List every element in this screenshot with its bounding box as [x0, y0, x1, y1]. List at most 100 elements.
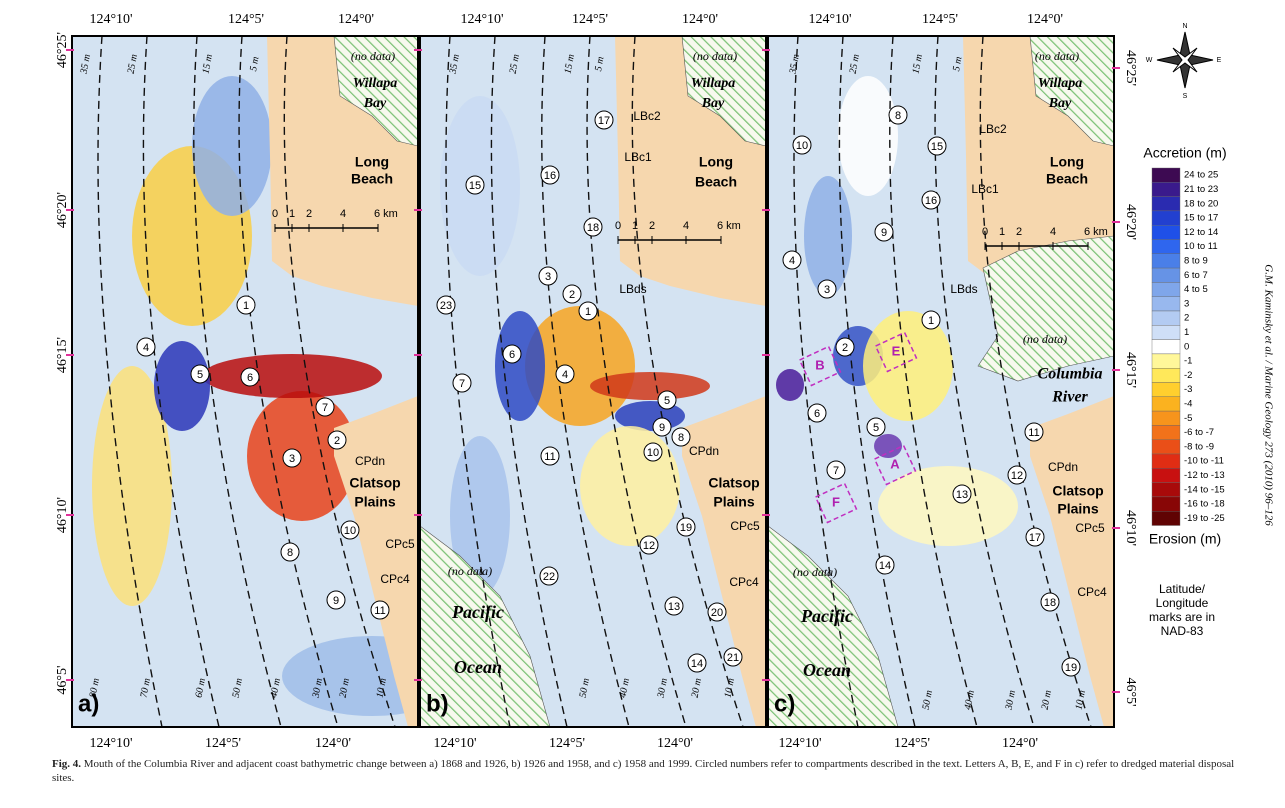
legend-swatch	[1151, 325, 1181, 340]
depth-label: 25 m	[848, 53, 862, 74]
compartment-marker	[555, 364, 575, 384]
legend-swatch	[1151, 368, 1181, 383]
compartment-marker	[921, 310, 941, 330]
legend-swatch	[1151, 382, 1181, 398]
compass-rose	[1172, 47, 1198, 73]
scale-label: 2	[306, 208, 312, 220]
legend-label: 1	[1184, 327, 1189, 338]
no-data-sw	[768, 525, 899, 727]
compartment-marker	[1040, 592, 1060, 612]
depth-label: 15 m	[201, 53, 215, 74]
place-label: CPdn	[689, 444, 719, 458]
depth-contour	[238, 36, 339, 727]
panel-letter: c)	[774, 690, 795, 717]
compartment-number: 11	[1028, 427, 1039, 439]
place-label: CPc4	[1077, 585, 1107, 599]
change-area	[192, 76, 272, 216]
compartment-marker	[327, 430, 347, 450]
depth-contour	[889, 36, 978, 727]
place-label: (no data)	[1035, 49, 1079, 63]
depth-label: 10 m	[375, 677, 389, 698]
compartment-number: 8	[895, 110, 901, 122]
compartment-marker	[792, 135, 812, 155]
compartment-number: 8	[287, 547, 293, 559]
legend-label: -3	[1184, 384, 1192, 395]
place-label: LBc1	[971, 182, 999, 196]
legend-label: -4	[1184, 398, 1192, 409]
compartment-marker	[671, 427, 691, 447]
compartment-marker	[1024, 422, 1044, 442]
lon-label: 124°0'	[1027, 12, 1063, 27]
compartment-marker	[370, 600, 390, 620]
compartment-marker	[807, 403, 827, 423]
legend-swatch	[1151, 482, 1181, 498]
compartment-marker	[723, 647, 743, 667]
compartment-number: 5	[873, 422, 879, 434]
compartment-number: 2	[334, 435, 340, 447]
compartment-number: 23	[440, 300, 452, 312]
depth-label: 35 m	[447, 53, 461, 75]
place-label: Bay	[363, 96, 387, 111]
legend-swatch	[1151, 425, 1181, 440]
compartment-number: 14	[691, 658, 703, 670]
place-label: (no data)	[351, 49, 395, 63]
compartment-marker	[280, 542, 300, 562]
depth-label: 30 m	[655, 677, 669, 699]
legend-label: 10 to 11	[1184, 241, 1218, 252]
place-label: Beach	[351, 171, 393, 187]
compartment-number: 8	[678, 432, 684, 444]
legend-swatch	[1151, 339, 1181, 355]
place-label: Willapa	[1038, 76, 1083, 91]
panel-letter: b)	[426, 690, 449, 717]
legend-swatch	[1151, 410, 1181, 426]
change-area	[874, 434, 902, 458]
depth-label: 10 m	[723, 677, 737, 698]
panel-letter: a)	[78, 690, 99, 717]
depth-label: 15 m	[911, 53, 925, 74]
scale-label: 6 km	[374, 208, 398, 220]
compartment-number: 5	[664, 395, 670, 407]
compartment-number: 9	[881, 227, 887, 239]
lon-label: 124°5'	[894, 736, 930, 750]
legend-label: 21 to 23	[1184, 184, 1218, 195]
compartment-number: 10	[796, 140, 808, 152]
legend-swatch	[1151, 353, 1181, 369]
change-area	[202, 354, 382, 398]
lon-label: 124°0'	[315, 736, 351, 750]
compartment-marker	[240, 367, 260, 387]
legend-footer: Erosion (m)	[1149, 531, 1221, 547]
depth-contour	[586, 36, 687, 727]
compartment-number: 13	[668, 601, 680, 613]
compartment-number: 7	[833, 465, 839, 477]
place-label: Ocean	[454, 657, 502, 677]
place-label: Willapa	[353, 76, 398, 91]
compartment-marker	[664, 596, 684, 616]
compartment-number: 18	[1044, 597, 1056, 609]
place-label: LBds	[619, 282, 646, 296]
legend-label: -14 to -15	[1184, 484, 1225, 495]
land-south	[1030, 396, 1114, 727]
place-label: Plains	[354, 494, 395, 510]
change-area	[878, 466, 1018, 546]
place-label: Beach	[695, 174, 737, 190]
place-label: Beach	[1046, 171, 1088, 187]
compass-letter: E	[1217, 57, 1222, 64]
compartment-marker	[1007, 465, 1027, 485]
depth-label: 25 m	[126, 53, 140, 74]
compartment-number: 2	[569, 289, 575, 301]
depth-label: 80 m	[88, 677, 102, 698]
change-area	[282, 636, 418, 716]
compartment-number: 9	[333, 595, 339, 607]
depth-label: 5 m	[951, 56, 964, 72]
compartment-marker	[465, 175, 485, 195]
legend-swatch	[1151, 239, 1181, 255]
compartment-marker	[952, 484, 972, 504]
compartment-marker	[874, 222, 894, 242]
scale-label: 2	[649, 220, 655, 232]
compartment-number: 13	[956, 489, 968, 501]
place-label: Long	[1050, 154, 1084, 170]
depth-contour	[838, 36, 916, 727]
compartment-marker	[835, 337, 855, 357]
compartment-number: 7	[459, 378, 465, 390]
